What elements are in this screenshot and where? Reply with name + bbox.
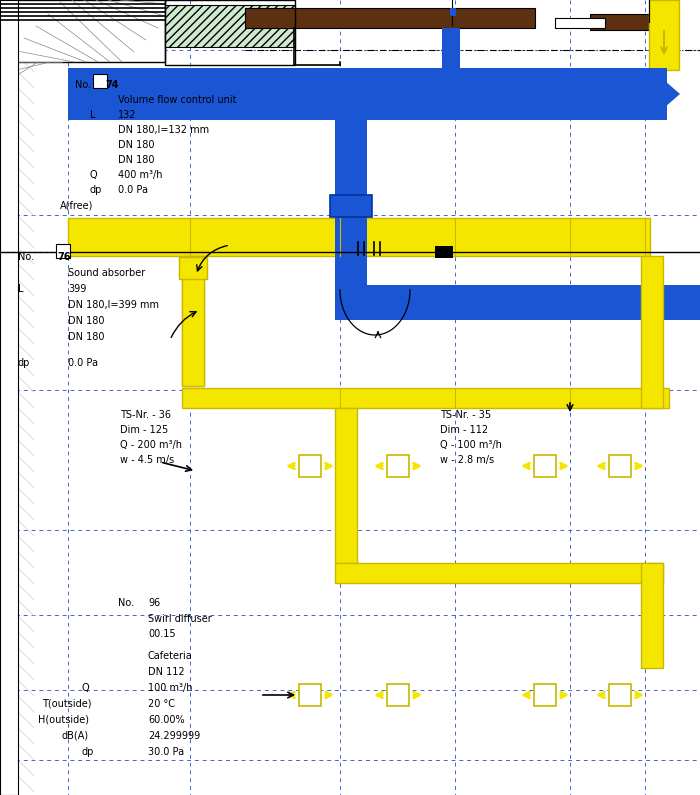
Bar [335,217,367,285]
Text: TS-Nr. - 36: TS-Nr. - 36 [120,410,171,420]
Text: dp: dp [18,358,30,368]
Bar [442,28,460,68]
Text: 0.0 Pa: 0.0 Pa [68,358,98,368]
Text: T(outside): T(outside) [42,699,92,709]
Text: Sound absorber: Sound absorber [68,268,146,278]
Text: L: L [18,284,24,294]
Bar [450,8,456,16]
Bar [435,246,453,258]
Bar [641,256,663,408]
Text: H(outside): H(outside) [38,715,89,725]
Text: DN 180: DN 180 [68,316,104,326]
Text: 96: 96 [148,598,160,608]
Bar [182,278,204,386]
Text: Volume flow control unit: Volume flow control unit [118,95,237,105]
Bar [590,14,670,30]
Text: Q - 200 m³/h: Q - 200 m³/h [120,440,182,450]
Text: Q: Q [90,170,97,180]
Bar [555,18,605,28]
Bar [0,0,165,62]
Text: DN 180,l=132 mm: DN 180,l=132 mm [118,125,209,135]
Text: DN 180: DN 180 [68,332,104,342]
Bar [335,68,367,243]
Text: Dim - 125: Dim - 125 [120,425,168,435]
Text: L: L [90,110,95,120]
Bar [330,195,372,217]
Bar [387,684,409,706]
Text: 76: 76 [57,252,71,262]
Bar [182,388,669,408]
Bar [387,455,409,477]
Polygon shape [580,68,680,120]
Bar [93,74,107,88]
Bar [165,0,295,65]
Bar [534,684,556,706]
Bar [182,256,204,386]
Text: No.: No. [118,598,134,608]
Text: Q: Q [82,683,90,693]
Text: 60.00%: 60.00% [148,715,185,725]
Text: 74: 74 [105,80,118,90]
Text: 132: 132 [118,110,136,120]
Bar [68,68,650,120]
Bar [299,455,321,477]
Bar [165,5,295,47]
Text: 24.299999: 24.299999 [148,731,200,741]
Bar [649,0,679,70]
Text: 400 m³/h: 400 m³/h [118,170,162,180]
Text: dp: dp [82,747,94,757]
Text: 100 m³/h: 100 m³/h [148,683,192,693]
Text: 20 °C: 20 °C [148,699,175,709]
Text: DN 180: DN 180 [118,155,155,165]
Text: No.: No. [18,252,34,262]
Bar [609,684,631,706]
Text: Cafeteria: Cafeteria [148,651,192,661]
Text: 30.0 Pa: 30.0 Pa [148,747,184,757]
Text: TS-Nr. - 35: TS-Nr. - 35 [440,410,491,420]
Bar [68,218,650,256]
Text: w - 4.5 m/s: w - 4.5 m/s [120,455,174,465]
Text: 399: 399 [68,284,86,294]
Text: No.: No. [75,80,91,90]
Text: DN 180,l=399 mm: DN 180,l=399 mm [68,300,159,310]
Text: DN 180: DN 180 [118,140,155,150]
Bar [179,257,207,279]
Text: Q - 100 m³/h: Q - 100 m³/h [440,440,502,450]
Bar [534,455,556,477]
Text: w - 2.8 m/s: w - 2.8 m/s [440,455,494,465]
Text: 00.15: 00.15 [148,629,176,639]
Text: Swirl diffuser: Swirl diffuser [148,614,211,624]
Bar [649,68,667,120]
Text: Dim - 112: Dim - 112 [440,425,488,435]
Bar [335,563,663,583]
Text: DN 112: DN 112 [148,667,185,677]
Bar [335,285,700,320]
Text: A(free): A(free) [60,200,93,210]
Bar [299,684,321,706]
Bar [56,244,70,258]
Text: dB(A): dB(A) [62,731,89,741]
Bar [335,408,357,563]
Text: 0.0 Pa: 0.0 Pa [118,185,148,195]
Bar [641,563,663,668]
Bar [0,0,18,795]
Text: dp: dp [90,185,102,195]
Bar [609,455,631,477]
Bar [245,8,535,28]
